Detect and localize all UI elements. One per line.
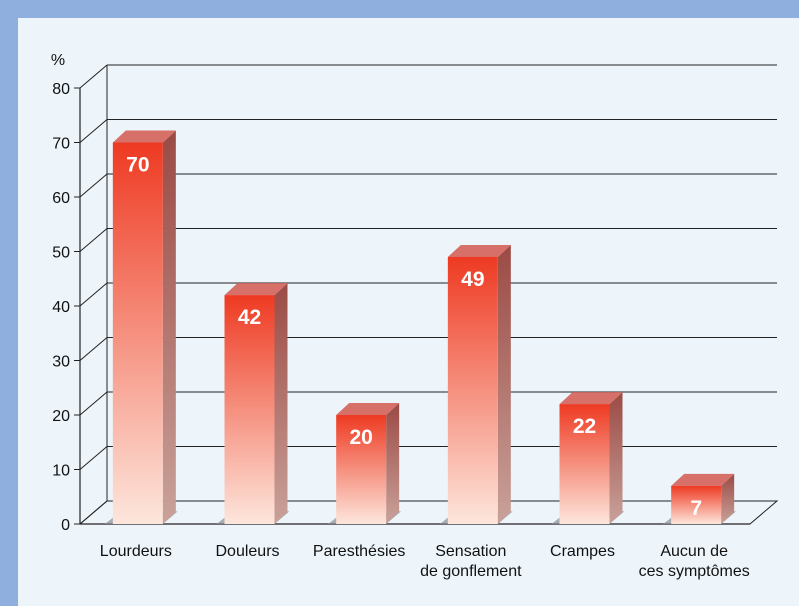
bar-front-1 bbox=[112, 142, 163, 524]
chart-panel: 0 10 20 30 40 50 60 70 80% 70 Lourdeurs 42 Douleurs 2… bbox=[18, 18, 799, 606]
bar-side-5 bbox=[609, 392, 623, 524]
bar-side-6 bbox=[721, 473, 735, 524]
y-tick-label-0: 0 bbox=[61, 517, 70, 534]
bar-front-2 bbox=[224, 295, 275, 524]
gridline-depth-10 bbox=[79, 446, 108, 470]
y-tick-label-50: 50 bbox=[52, 245, 70, 262]
gridline-depth-50 bbox=[79, 228, 108, 252]
bar-front-3 bbox=[336, 415, 387, 524]
bar-chart: 0 10 20 30 40 50 60 70 80% 70 Lourdeurs 42 Douleurs 2… bbox=[51, 52, 779, 580]
bar-cap-6 bbox=[671, 473, 735, 486]
bar-side-3 bbox=[386, 403, 400, 524]
y-tick-label-20: 20 bbox=[52, 408, 70, 425]
gridline-depth-80 bbox=[79, 64, 108, 89]
x-category-label-5: Crampes bbox=[550, 543, 615, 560]
bar-value-label-2: 42 bbox=[238, 306, 261, 329]
bar-3 bbox=[328, 403, 402, 524]
x-category-label-2: Douleurs bbox=[215, 543, 279, 560]
y-tick-label-30: 30 bbox=[52, 354, 70, 371]
gridline-depth-40 bbox=[79, 282, 108, 307]
y-tick-label-10: 10 bbox=[52, 463, 70, 480]
bar-cap-4 bbox=[447, 244, 511, 257]
bar-cap-5 bbox=[559, 392, 623, 405]
bar-cap-2 bbox=[224, 283, 288, 296]
bar-value-label-1: 70 bbox=[126, 154, 149, 177]
bar-value-label-4: 49 bbox=[461, 268, 484, 291]
y-tick-label-40: 40 bbox=[52, 299, 70, 316]
bar-4 bbox=[439, 244, 513, 524]
bar-side-2 bbox=[274, 283, 288, 524]
bar-front-6 bbox=[671, 485, 722, 524]
bar-5 bbox=[551, 392, 625, 524]
bar-2 bbox=[216, 283, 290, 524]
bar-1 bbox=[104, 130, 178, 524]
bar-value-label-5: 22 bbox=[573, 415, 596, 438]
x-category-label-4: Sensation de gonflement bbox=[420, 543, 522, 580]
gridline-depth-60 bbox=[79, 173, 108, 198]
bar-front-5 bbox=[559, 404, 610, 524]
y-tick-label-70: 70 bbox=[52, 136, 70, 153]
bar-cap-1 bbox=[112, 130, 176, 143]
gridline-depth-20 bbox=[79, 391, 108, 416]
bar-front-4 bbox=[447, 256, 498, 524]
x-category-label-1: Lourdeurs bbox=[100, 543, 172, 560]
y-tick-label-60: 60 bbox=[52, 190, 70, 207]
y-axis-unit-label: % bbox=[51, 52, 65, 69]
bar-6 bbox=[663, 473, 737, 524]
x-category-label-6: Aucun de ces symptômes bbox=[639, 543, 750, 580]
y-tick-label-80: 80 bbox=[52, 81, 70, 98]
bar-cap-3 bbox=[336, 403, 400, 415]
bar-value-label-6: 7 bbox=[690, 497, 702, 520]
x-category-label-3: Paresthésies bbox=[313, 543, 406, 560]
bar-value-label-3: 20 bbox=[349, 426, 372, 449]
gridline-depth-70 bbox=[79, 119, 108, 143]
gridline-depth-30 bbox=[79, 337, 108, 361]
bar-side-4 bbox=[497, 244, 511, 524]
bar-side-1 bbox=[162, 130, 176, 524]
